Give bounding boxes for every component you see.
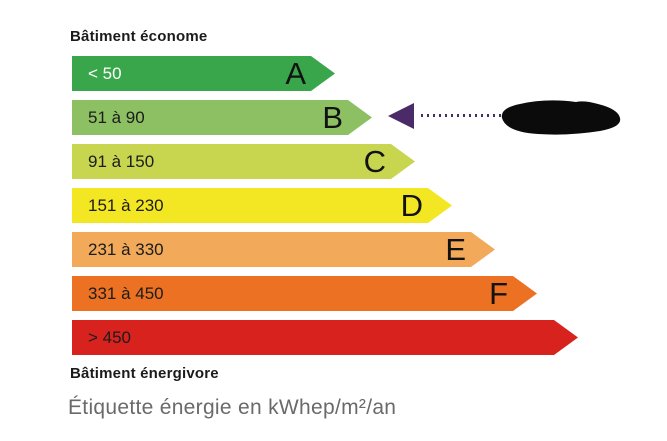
- redacted-value-blob: [501, 100, 621, 135]
- energy-bar-c: 91 à 150 C: [72, 144, 415, 179]
- range-label: 331 à 450: [88, 283, 164, 303]
- energy-bar-f: 331 à 450 F: [72, 276, 537, 311]
- energy-bar-d: 151 à 230 D: [72, 188, 452, 223]
- grade-letter: E: [445, 231, 466, 267]
- chart-caption: Étiquette énergie en kWhep/m²/an: [68, 396, 397, 419]
- grade-letter: B: [322, 99, 343, 135]
- range-label: < 50: [88, 63, 122, 83]
- dotted-connector: [421, 114, 501, 117]
- range-label: 231 à 330: [88, 239, 164, 259]
- energy-bar-e: 231 à 330 E: [72, 232, 495, 267]
- energy-bar-g: > 450: [72, 320, 578, 355]
- selection-arrow-icon: [388, 103, 414, 129]
- energy-bar-a: < 50 A: [72, 56, 335, 91]
- grade-letter: F: [489, 275, 508, 311]
- grade-letter: C: [363, 143, 386, 179]
- energy-bar-b: 51 à 90 B: [72, 100, 372, 135]
- economical-label: Bâtiment économe: [70, 28, 208, 45]
- grade-letter: D: [400, 187, 423, 223]
- grade-letter: A: [285, 55, 306, 91]
- range-label: 151 à 230: [88, 195, 164, 215]
- range-label: 91 à 150: [88, 151, 155, 171]
- range-label: > 450: [88, 327, 132, 347]
- energy-intensive-label: Bâtiment énergivore: [70, 365, 219, 382]
- range-label: 51 à 90: [88, 107, 145, 127]
